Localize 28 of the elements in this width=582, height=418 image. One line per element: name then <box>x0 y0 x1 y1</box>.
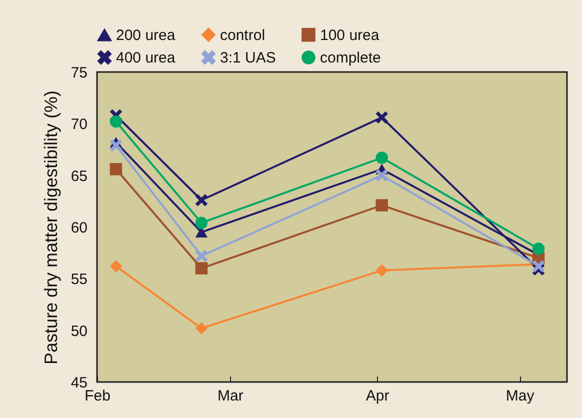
y-tick-label: 70 <box>70 116 88 134</box>
legend-label: 400 urea <box>116 50 176 66</box>
x-tick-label: May <box>506 388 535 404</box>
point <box>195 216 208 229</box>
y-tick-label: 45 <box>70 374 88 392</box>
point <box>110 260 122 272</box>
legend-label: control <box>220 26 266 44</box>
y-tick-label: 75 <box>70 64 88 82</box>
y-axis-title: Pasture dry matter digestibility (%) <box>40 90 61 365</box>
point <box>532 242 545 255</box>
x-tick-label: Apr <box>366 388 390 404</box>
y-tick-label: 50 <box>70 322 88 340</box>
legend-label: complete <box>320 50 381 66</box>
legend-label: 100 urea <box>320 26 380 44</box>
point <box>195 250 208 262</box>
point <box>195 322 208 334</box>
point <box>195 194 208 206</box>
x-tick-label: Feb <box>84 388 110 404</box>
y-tick-label: 55 <box>70 271 88 288</box>
legend-label: 200 urea <box>116 27 176 44</box>
legend-label: 3:1 UAS <box>220 50 276 66</box>
y-tick-label: 60 <box>70 220 88 236</box>
point <box>195 262 208 274</box>
point <box>110 163 122 176</box>
x-tick-label: Mar <box>218 388 244 404</box>
point <box>110 139 122 152</box>
y-tick-label: 65 <box>70 168 88 185</box>
point <box>110 115 122 128</box>
